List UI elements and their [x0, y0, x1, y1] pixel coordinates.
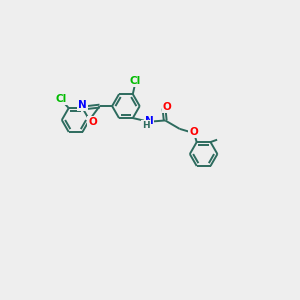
Text: O: O: [189, 127, 198, 137]
Text: Cl: Cl: [130, 76, 141, 86]
Text: N: N: [78, 100, 87, 110]
Text: H: H: [142, 121, 150, 130]
Text: N: N: [145, 116, 153, 126]
Text: O: O: [88, 117, 97, 127]
Text: Cl: Cl: [56, 94, 67, 104]
Text: O: O: [163, 102, 171, 112]
